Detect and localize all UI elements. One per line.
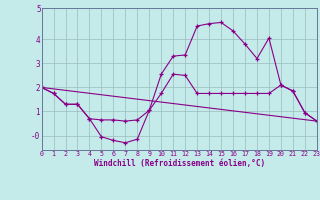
X-axis label: Windchill (Refroidissement éolien,°C): Windchill (Refroidissement éolien,°C) (94, 159, 265, 168)
Text: 5: 5 (37, 5, 42, 14)
